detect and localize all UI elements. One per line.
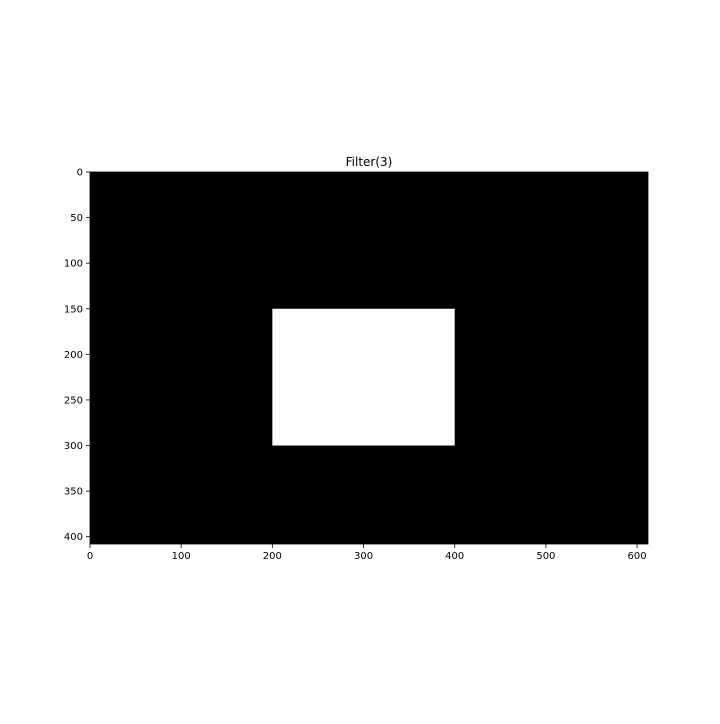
y-tick-label: 200	[64, 350, 83, 361]
x-axis: 0 100 200 300 400 500 600	[87, 544, 647, 562]
image-region-0	[272, 308, 455, 446]
x-tick-label: 600	[628, 551, 647, 562]
y-axis: 0 50 100 150 200 250 300 350 400	[64, 168, 90, 543]
y-tick-label: 150	[64, 304, 83, 315]
x-tick-label: 400	[445, 551, 464, 562]
x-tick-label: 300	[354, 551, 373, 562]
y-tick-label: 250	[64, 395, 83, 406]
y-tick-label: 400	[64, 532, 83, 543]
x-tick-label: 100	[172, 551, 191, 562]
plot-area	[89, 171, 649, 545]
y-tick-label: 100	[64, 259, 83, 270]
y-tick-label: 300	[64, 441, 83, 452]
x-tick-label: 500	[536, 551, 555, 562]
x-tick-label: 0	[87, 551, 93, 562]
x-tick-label: 200	[263, 551, 282, 562]
chart-title: Filter(3)	[346, 155, 393, 169]
plot-frame	[89, 171, 649, 545]
y-tick-label: 50	[70, 213, 83, 224]
y-tick-label: 0	[77, 168, 83, 179]
y-tick-label: 350	[64, 487, 83, 498]
